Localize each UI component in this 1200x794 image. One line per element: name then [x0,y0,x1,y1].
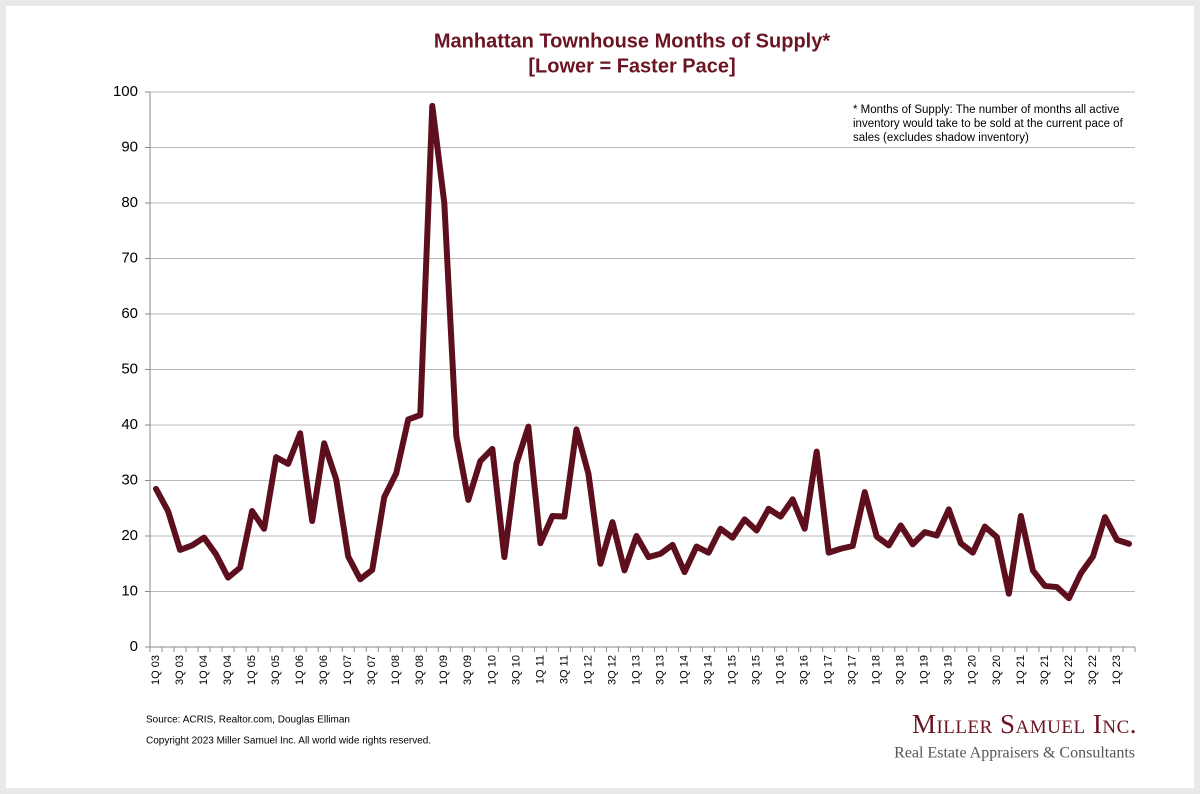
x-tick-label: 3Q 15 [751,655,763,685]
x-tick-label: 1Q 16 [775,655,787,685]
y-tick-label: 40 [121,416,138,433]
annotation-line: sales (excludes shadow inventory) [853,132,1029,144]
y-tick-label: 50 [121,360,138,377]
x-tick-label: 3Q 20 [991,655,1003,685]
chart-subtitle: [Lower = Faster Pace] [528,55,735,77]
x-tick-label: 1Q 15 [726,655,738,685]
annotation-line: inventory would take to be sold at the c… [853,118,1124,130]
x-tick-label: 1Q 12 [582,655,594,685]
x-tick-label: 3Q 18 [895,655,907,685]
y-tick-label: 70 [121,249,138,266]
x-tick-label: 3Q 11 [558,655,570,684]
x-tick-label: 3Q 17 [847,655,859,685]
y-tick-label: 10 [121,582,138,599]
x-tick-label: 1Q 11 [534,655,546,684]
x-tick-label: 1Q 03 [150,655,162,685]
x-tick-label: 1Q 19 [919,655,931,685]
x-tick-label: 1Q 05 [246,655,258,685]
brand: Miller Samuel Inc. [912,709,1137,739]
y-tick-label: 30 [121,471,138,488]
x-tick-label: 3Q 09 [462,655,474,685]
data-line [153,102,1132,602]
x-tick-label: 1Q 21 [1015,655,1027,685]
x-tick-label: 1Q 06 [294,655,306,685]
y-tick-label: 80 [121,194,138,211]
y-tick-label: 60 [121,305,138,322]
x-tick-label: 1Q 04 [198,655,210,685]
x-tick-label: 1Q 13 [630,655,642,685]
y-tick-label: 100 [113,83,138,100]
x-tick-label: 1Q 17 [823,655,835,685]
y-tick-label: 20 [121,527,138,544]
panel [6,6,1194,788]
x-tick-label: 1Q 20 [967,655,979,685]
x-tick-label: 3Q 21 [1039,655,1051,685]
x-tick-label: 3Q 12 [606,655,618,685]
x-tick-label: 3Q 07 [366,655,378,685]
x-tick-label: 1Q 09 [438,655,450,685]
x-tick-label: 3Q 14 [702,655,714,685]
y-tick-label: 90 [121,138,138,155]
annotation-line: * Months of Supply: The number of months… [853,104,1119,116]
x-tick-label: 3Q 08 [414,655,426,685]
copyright: Copyright 2023 Miller Samuel Inc. All wo… [146,736,431,747]
source: Source: ACRIS, Realtor.com, Douglas Elli… [146,715,350,726]
x-tick-label: 3Q 05 [270,655,282,685]
x-tick-label: 1Q 23 [1111,655,1123,685]
x-tick-label: 3Q 03 [174,655,186,685]
x-tick-label: 3Q 10 [510,655,522,685]
x-tick-label: 1Q 18 [871,655,883,685]
x-tick-label: 3Q 13 [654,655,666,685]
x-tick-label: 1Q 14 [678,655,690,685]
x-tick-label: 1Q 07 [342,655,354,685]
x-tick-label: 1Q 10 [486,655,498,685]
x-tick-label: 1Q 08 [390,655,402,685]
x-tick-label: 3Q 19 [943,655,955,685]
x-tick-label: 3Q 16 [799,655,811,685]
x-tick-label: 3Q 04 [222,655,234,685]
y-tick-label: 0 [130,638,138,655]
x-tick-label: 3Q 22 [1087,655,1099,685]
tagline: Real Estate Appraisers & Consultants [894,745,1135,762]
x-tick-label: 3Q 06 [318,655,330,685]
chart-title: Manhattan Townhouse Months of Supply* [434,30,830,52]
x-tick-label: 1Q 22 [1063,655,1075,685]
